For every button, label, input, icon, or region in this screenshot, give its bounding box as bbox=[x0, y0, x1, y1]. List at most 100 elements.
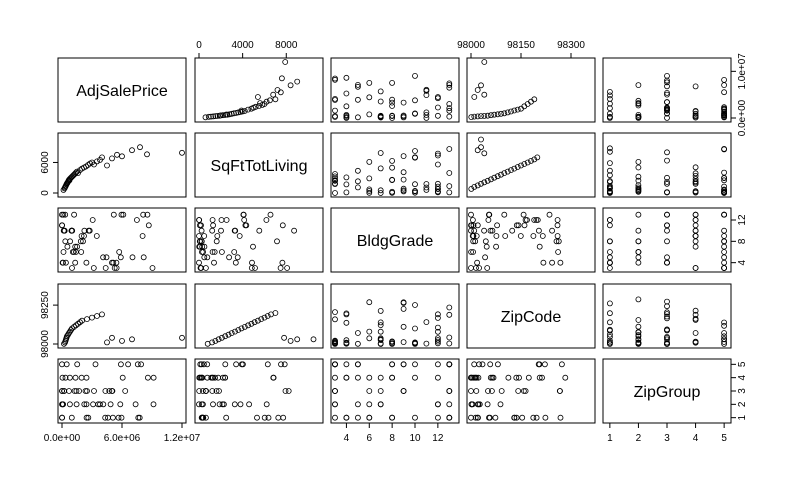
data-point bbox=[366, 401, 373, 408]
data-point bbox=[73, 401, 80, 408]
data-point bbox=[692, 83, 699, 90]
data-point bbox=[68, 174, 74, 181]
data-point bbox=[664, 157, 670, 164]
scatter-points bbox=[204, 310, 317, 347]
data-point bbox=[231, 401, 238, 408]
tick-label: 0 bbox=[196, 40, 202, 51]
data-point bbox=[377, 340, 384, 347]
data-point bbox=[102, 414, 109, 421]
data-point bbox=[199, 243, 206, 250]
data-point bbox=[132, 401, 139, 408]
data-point bbox=[412, 97, 418, 104]
data-point bbox=[434, 150, 441, 157]
tick-label: 98250 bbox=[40, 291, 51, 319]
data-point bbox=[282, 59, 289, 65]
data-point bbox=[91, 388, 97, 394]
tick-label: 8 bbox=[389, 433, 395, 444]
data-point bbox=[635, 333, 642, 340]
data-point bbox=[107, 401, 114, 408]
data-point bbox=[400, 176, 407, 183]
data-point bbox=[513, 414, 520, 421]
data-point bbox=[446, 82, 453, 88]
data-point bbox=[138, 361, 145, 368]
data-point bbox=[692, 172, 699, 179]
data-point bbox=[110, 211, 117, 218]
data-point bbox=[664, 227, 670, 234]
data-point bbox=[118, 211, 125, 218]
data-point bbox=[389, 361, 396, 368]
data-point bbox=[354, 82, 361, 88]
data-point bbox=[389, 96, 396, 103]
tick-label: 98000 bbox=[40, 330, 51, 358]
data-point bbox=[265, 414, 272, 421]
data-point bbox=[607, 259, 613, 266]
data-point bbox=[412, 325, 418, 332]
data-point bbox=[664, 73, 670, 79]
data-point bbox=[354, 401, 361, 408]
data-point bbox=[468, 222, 475, 229]
data-point bbox=[89, 314, 95, 321]
data-point bbox=[119, 337, 125, 344]
panel-SqFtTotLiving-vs-ZipGroup bbox=[194, 358, 324, 424]
data-point bbox=[501, 110, 508, 117]
data-point bbox=[72, 259, 79, 266]
data-point bbox=[202, 114, 209, 121]
data-point bbox=[400, 112, 407, 119]
data-point bbox=[216, 388, 222, 394]
data-point bbox=[59, 414, 65, 421]
data-point bbox=[423, 112, 430, 118]
data-point bbox=[252, 103, 259, 110]
data-point bbox=[554, 222, 561, 229]
panel-diagonal-ZipCode bbox=[466, 283, 596, 349]
data-point bbox=[332, 190, 338, 196]
tick-label: 12 bbox=[737, 214, 748, 226]
data-point bbox=[530, 414, 537, 421]
data-point bbox=[400, 305, 407, 312]
data-point bbox=[513, 222, 520, 229]
data-point bbox=[68, 327, 74, 333]
data-point bbox=[607, 115, 613, 121]
data-point bbox=[223, 414, 230, 421]
data-point bbox=[282, 388, 289, 394]
data-point bbox=[423, 86, 430, 93]
data-point bbox=[412, 148, 418, 154]
data-point bbox=[241, 217, 248, 223]
data-point bbox=[213, 238, 220, 245]
data-point bbox=[284, 265, 291, 271]
data-point bbox=[117, 401, 124, 408]
data-point bbox=[198, 374, 205, 381]
data-point bbox=[434, 324, 441, 331]
data-point bbox=[377, 150, 384, 156]
data-point bbox=[721, 322, 727, 329]
data-point bbox=[521, 388, 527, 394]
data-point bbox=[251, 319, 258, 326]
data-point bbox=[470, 249, 477, 255]
data-point bbox=[472, 414, 479, 421]
data-point bbox=[721, 238, 727, 245]
tick-label: 5 bbox=[721, 433, 727, 444]
data-point bbox=[366, 186, 373, 193]
data-point bbox=[389, 80, 396, 86]
data-point bbox=[664, 99, 670, 106]
data-point bbox=[481, 91, 488, 98]
data-point bbox=[119, 153, 125, 160]
data-point bbox=[635, 177, 642, 184]
data-point bbox=[504, 109, 511, 116]
data-point bbox=[483, 243, 490, 250]
data-point bbox=[377, 388, 384, 394]
data-point bbox=[150, 374, 157, 381]
data-point bbox=[106, 388, 113, 394]
data-point bbox=[664, 311, 670, 317]
data-point bbox=[607, 249, 613, 255]
tick-label: 4 bbox=[737, 259, 748, 265]
data-point bbox=[389, 414, 396, 421]
data-point bbox=[150, 401, 157, 408]
data-point bbox=[99, 154, 105, 161]
data-point bbox=[217, 112, 224, 119]
data-point bbox=[83, 259, 90, 266]
data-point bbox=[635, 211, 642, 218]
data-point bbox=[343, 174, 350, 181]
data-point bbox=[277, 265, 284, 271]
data-point bbox=[473, 374, 480, 381]
data-point bbox=[474, 259, 481, 266]
